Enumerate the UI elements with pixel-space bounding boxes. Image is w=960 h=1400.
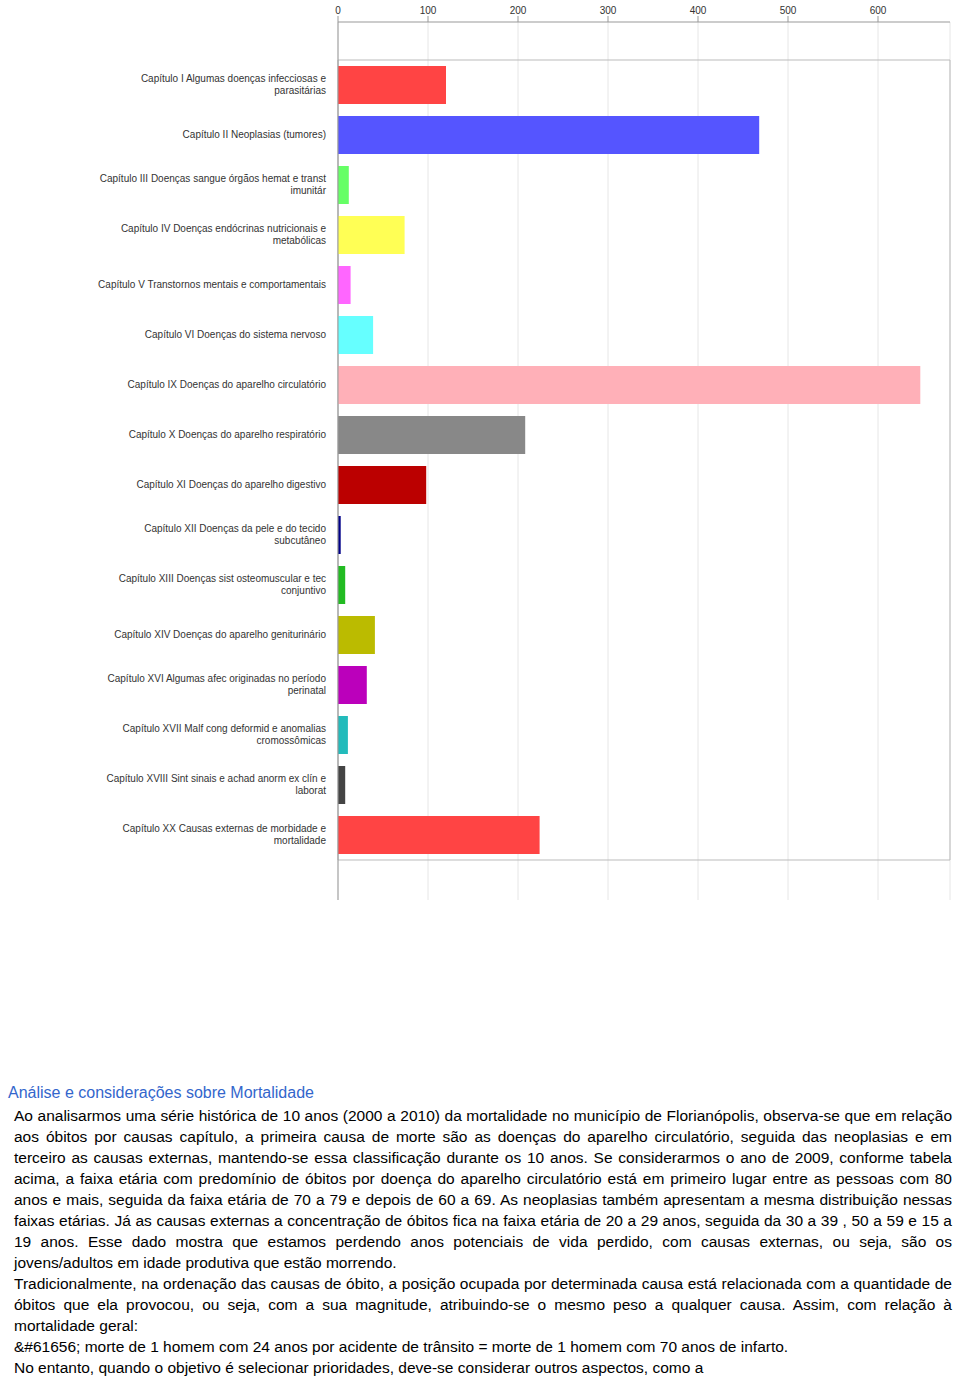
html-text:Ao analisarmos uma série histó: Ao analisarmos uma série histórica de 10…: [14, 1107, 952, 1271]
html-text:Análise e considerações sobre: Análise e considerações sobre Mortalidad…: [8, 1084, 314, 1101]
svg-text:Capítulo IX Doenças do aparelh: Capítulo IX Doenças do aparelho circulat…: [128, 379, 327, 390]
svg-text:Capítulo XVII Malf cong deform: Capítulo XVII Malf cong deformid e anoma…: [123, 723, 326, 746]
svg-text:200: 200: [510, 5, 527, 16]
html-text:&#61656; morte de 1 homem com: &#61656; morte de 1 homem com 24 anos po…: [14, 1338, 789, 1355]
svg-text:Capítulo I Algumas doenças inf: Capítulo I Algumas doenças infecciosas e…: [141, 73, 327, 96]
svg-text:Capítulo XVI Algumas afec orig: Capítulo XVI Algumas afec originadas no …: [108, 673, 327, 696]
svg-text:Capítulo III Doenças sangue ór: Capítulo III Doenças sangue órgãos hemat…: [100, 173, 327, 196]
svg-text:0: 0: [335, 5, 341, 16]
svg-text:Capítulo XIV Doenças do aparel: Capítulo XIV Doenças do aparelho genitur…: [114, 629, 326, 640]
svg-text:Capítulo XX Causas externas de: Capítulo XX Causas externas de morbidade…: [123, 823, 327, 846]
html-text:No entanto, quando o objetivo: No entanto, quando o objetivo é selecion…: [14, 1359, 704, 1376]
svg-text:Capítulo V Transtornos mentais: Capítulo V Transtornos mentais e comport…: [98, 279, 326, 290]
svg-text:300: 300: [600, 5, 617, 16]
svg-text:Capítulo XI Doenças do aparelh: Capítulo XI Doenças do aparelho digestiv…: [136, 479, 326, 490]
svg-text:Capítulo II Neoplasias (tumore: Capítulo II Neoplasias (tumores): [183, 129, 326, 140]
svg-text:Capítulo XVIII Sint sinais e a: Capítulo XVIII Sint sinais e achad anorm…: [106, 773, 326, 796]
svg-text:Capítulo VI Doenças do sistema: Capítulo VI Doenças do sistema nervoso: [145, 329, 327, 340]
svg-text:Capítulo IV Doenças endócrinas: Capítulo IV Doenças endócrinas nutricion…: [121, 223, 327, 246]
svg-text:600: 600: [870, 5, 887, 16]
svg-text:500: 500: [780, 5, 797, 16]
svg-text:400: 400: [690, 5, 707, 16]
svg-text:Capítulo X Doenças do aparelho: Capítulo X Doenças do aparelho respirató…: [129, 429, 327, 440]
svg-text:Capítulo XII Doenças da pele e: Capítulo XII Doenças da pele e do tecido…: [144, 523, 326, 546]
html-text:Tradicionalmente, na ordenação: Tradicionalmente, na ordenação das causa…: [14, 1275, 952, 1334]
svg-text:100: 100: [420, 5, 437, 16]
svg-text:Capítulo XIII Doenças sist ost: Capítulo XIII Doenças sist osteomuscular…: [119, 573, 327, 596]
